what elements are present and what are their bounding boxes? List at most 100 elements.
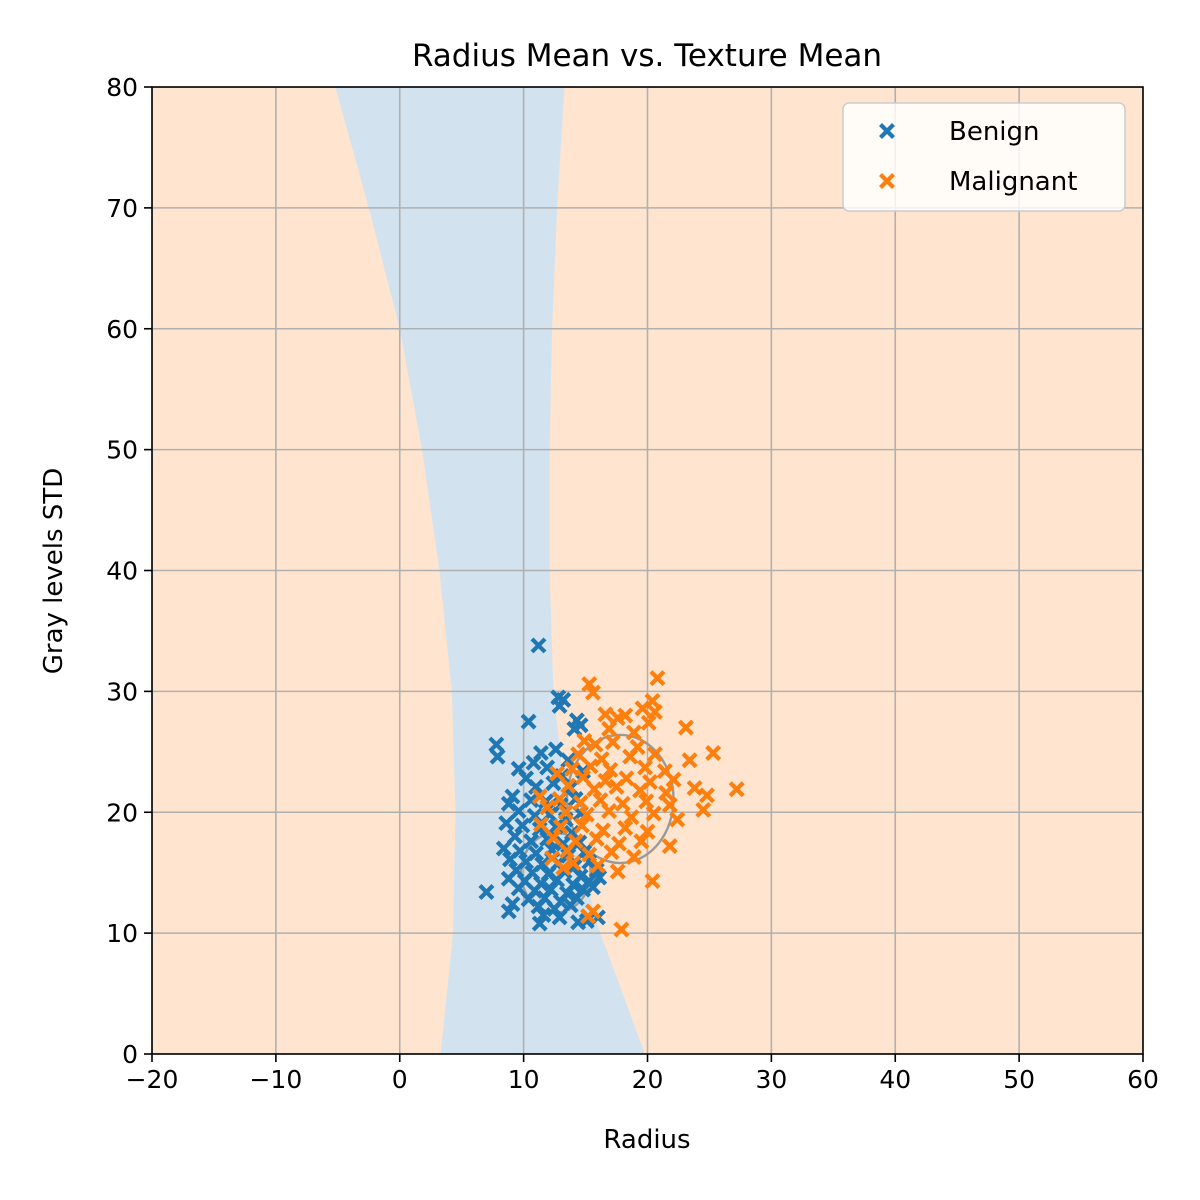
legend-marker-malignant (879, 173, 895, 189)
data-point-benign (520, 713, 537, 730)
chart-title: Radius Mean vs. Texture Mean (412, 38, 882, 74)
data-point-benign (506, 828, 523, 845)
data-point-benign (551, 697, 568, 714)
data-point-malignant (677, 719, 694, 736)
data-point-malignant (604, 734, 621, 751)
data-point-malignant (576, 732, 593, 749)
data-point-malignant (570, 746, 587, 763)
data-point-malignant (557, 804, 574, 821)
data-point-benign (530, 637, 547, 654)
data-point-malignant (640, 714, 657, 731)
data-point-benign (546, 900, 563, 917)
data-point-benign (500, 903, 517, 920)
legend-x-benign (879, 123, 895, 139)
data-point-benign (566, 720, 583, 737)
data-point-malignant (555, 859, 572, 876)
data-point-malignant (580, 908, 597, 925)
data-point-malignant (665, 771, 682, 788)
data-point-malignant (588, 830, 605, 847)
data-point-malignant (609, 863, 626, 880)
data-point-malignant (575, 769, 592, 786)
legend-x-malignant (879, 173, 895, 189)
legend-label-malignant: Malignant (949, 167, 1077, 197)
data-point-malignant (558, 842, 575, 859)
data-point-malignant (601, 720, 618, 737)
data-point-benign (551, 909, 568, 926)
data-point-malignant (585, 684, 601, 701)
x-tick-label: −20 (126, 1065, 179, 1094)
data-point-malignant (695, 801, 712, 818)
data-point-malignant (586, 781, 603, 798)
data-point-malignant (601, 803, 618, 820)
data-point-malignant (622, 748, 639, 765)
data-point-benign (488, 736, 505, 753)
data-point-malignant (603, 844, 620, 861)
x-tick-label: 10 (508, 1065, 540, 1094)
data-point-malignant (531, 788, 548, 805)
data-point-benign (535, 907, 552, 923)
data-point-benign (514, 817, 531, 834)
data-point-malignant (549, 765, 566, 782)
y-tick-label: 10 (106, 919, 138, 948)
y-axis-label: Gray levels STD (39, 468, 69, 674)
data-point-malignant (587, 736, 604, 753)
data-point-malignant (625, 848, 642, 865)
data-point-malignant (578, 806, 595, 823)
legend-marker-benign (879, 123, 895, 139)
data-point-malignant (589, 857, 606, 874)
y-axis: 0 10 20 30 40 50 60 70 80 (106, 73, 152, 1069)
data-point-malignant (633, 833, 650, 850)
data-point-benign (498, 815, 515, 832)
data-point-malignant (637, 759, 654, 776)
legend-label-benign: Benign (949, 117, 1040, 147)
data-point-malignant (644, 873, 661, 890)
x-tick-label: 60 (1127, 1065, 1159, 1094)
series-malignant (531, 670, 745, 938)
data-point-malignant (625, 724, 642, 741)
data-point-benign (502, 851, 518, 868)
data-point-benign (547, 818, 564, 835)
data-point-malignant (608, 778, 625, 795)
data-point-malignant (565, 855, 582, 872)
y-tick-label: 60 (106, 315, 138, 344)
data-point-malignant (581, 676, 598, 693)
plot-area (151, 86, 1144, 1055)
data-point-benign (495, 840, 512, 857)
data-point-malignant (649, 670, 666, 687)
data-point-malignant (613, 921, 630, 938)
data-point-malignant (698, 787, 715, 804)
x-axis-label: Radius (603, 1125, 690, 1155)
data-point-malignant (617, 819, 634, 836)
data-point-benign (549, 871, 566, 888)
data-point-malignant (617, 707, 634, 724)
data-point-malignant (646, 703, 663, 720)
data-point-malignant (597, 706, 614, 723)
data-point-malignant (681, 752, 698, 769)
data-point-malignant (686, 780, 703, 797)
data-point-benign (531, 915, 548, 932)
legend: Benign Malignant (842, 102, 1126, 212)
x-axis: −20 −10 0 10 20 30 40 50 60 (126, 1054, 1159, 1094)
data-point-malignant (602, 761, 619, 778)
x-tick-label: 20 (632, 1065, 664, 1094)
data-point-malignant (639, 823, 656, 840)
y-tick-label: 30 (106, 677, 138, 706)
data-point-benign (523, 792, 540, 809)
data-point-benign (547, 741, 564, 758)
data-point-benign (585, 879, 601, 896)
data-point-benign (562, 897, 579, 914)
series-layer (478, 637, 745, 938)
y-tick-label: 80 (106, 73, 138, 102)
data-point-malignant (669, 811, 686, 828)
legend-box (842, 102, 1126, 212)
data-point-benign (560, 752, 577, 769)
data-point-benign (528, 778, 544, 795)
data-point-malignant (582, 758, 599, 775)
y-tick-label: 0 (122, 1040, 138, 1069)
data-point-benign (539, 759, 556, 776)
x-tick-label: 30 (755, 1065, 787, 1094)
data-point-benign (478, 884, 495, 901)
x-tick-label: 0 (392, 1065, 408, 1094)
y-tick-label: 20 (106, 798, 138, 827)
